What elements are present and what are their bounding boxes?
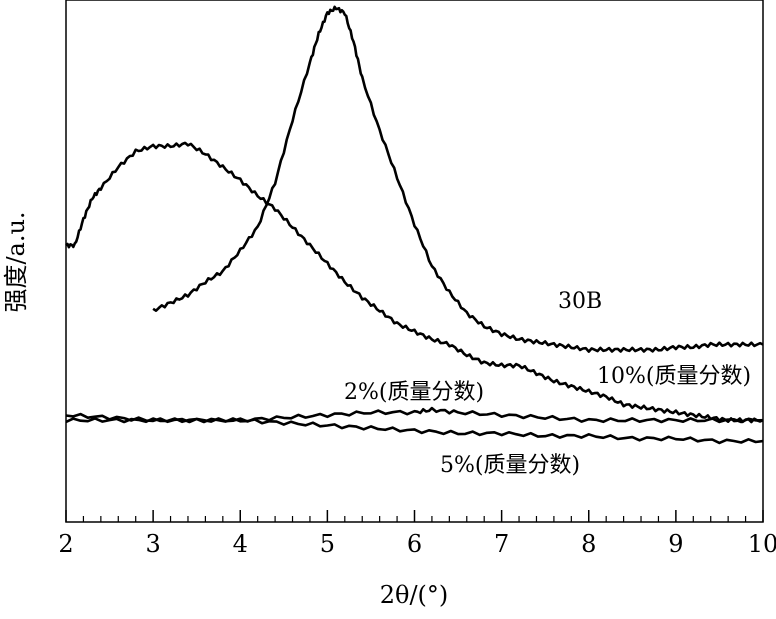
x-tick-label: 6 — [407, 530, 422, 558]
series-lines — [65, 5, 764, 445]
x-tick-label: 8 — [581, 530, 596, 558]
x-tick-label: 2 — [58, 530, 73, 558]
x-tick-label: 9 — [668, 530, 683, 558]
plot-frame — [65, 0, 764, 523]
annotation-5pct: 5%(质量分数) — [440, 453, 580, 478]
x-tick-label: 3 — [145, 530, 160, 558]
x-tick-labels: 2 3 4 5 6 7 8 9 10 — [58, 530, 776, 558]
series-line-3 — [65, 417, 764, 445]
x-ticks — [65, 510, 764, 522]
x-tick-label: 10 — [748, 530, 776, 558]
x-tick-label: 5 — [320, 530, 335, 558]
series-line-0 — [65, 141, 764, 424]
y-axis-label: 强度/a.u. — [2, 211, 30, 312]
annotation-2pct: 2%(质量分数) — [344, 380, 484, 405]
x-axis-label: 2θ/(°) — [380, 581, 449, 609]
annotation-10pct: 10%(质量分数) — [597, 364, 751, 389]
series-line-2 — [65, 406, 764, 424]
x-tick-label: 7 — [494, 530, 509, 558]
x-tick-label: 4 — [233, 530, 248, 558]
series-annotations: 30B 10%(质量分数) 2%(质量分数) 5%(质量分数) — [344, 289, 751, 478]
annotation-30b: 30B — [558, 289, 602, 314]
series-line-1 — [152, 5, 764, 353]
